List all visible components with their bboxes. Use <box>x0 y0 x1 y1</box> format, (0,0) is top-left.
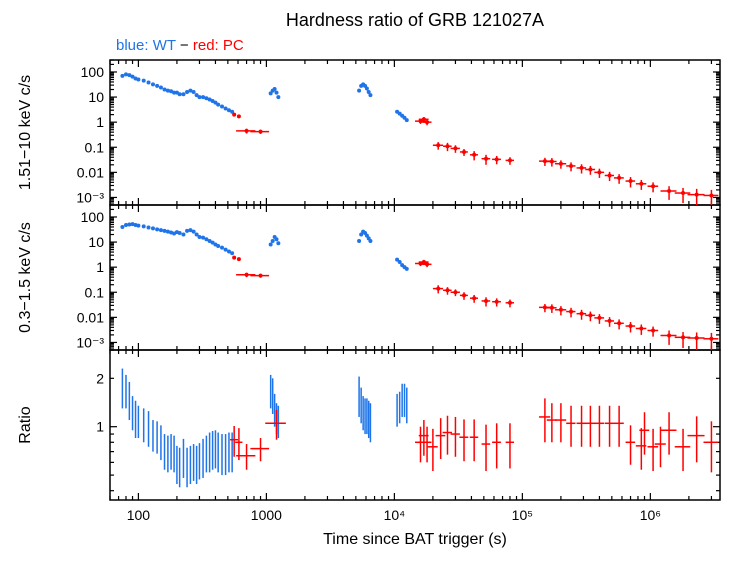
svg-text:10⁵: 10⁵ <box>512 507 533 523</box>
chart-svg: 100 1000 10⁴ 10⁵ 10⁶ Time since BAT trigger (… <box>0 0 742 566</box>
x-axis-label: Time since BAT trigger (s) <box>323 531 507 548</box>
svg-text:10⁶: 10⁶ <box>640 507 661 523</box>
svg-text:100: 100 <box>81 64 105 80</box>
svg-text:10⁴: 10⁴ <box>384 507 406 523</box>
svg-text:0.01: 0.01 <box>77 309 104 325</box>
svg-text:1000: 1000 <box>251 507 282 523</box>
svg-text:2: 2 <box>96 370 104 386</box>
chart-title: Hardness ratio of GRB 121027A <box>286 10 544 30</box>
ylabel-bot: Ratio <box>17 406 34 443</box>
svg-text:10: 10 <box>88 234 104 250</box>
svg-text:0.1: 0.1 <box>85 139 105 155</box>
svg-text:0.1: 0.1 <box>85 284 105 300</box>
svg-text:1: 1 <box>96 114 104 130</box>
svg-text:10⁻³: 10⁻³ <box>76 189 104 205</box>
svg-text:100: 100 <box>127 507 151 523</box>
svg-text:1: 1 <box>96 419 104 435</box>
svg-text:1: 1 <box>96 259 104 275</box>
svg-text:0.01: 0.01 <box>77 164 104 180</box>
ylabel-top: 1.51−10 keV c/s <box>17 75 34 190</box>
svg-text:10⁻³: 10⁻³ <box>76 334 104 350</box>
ylabel-mid: 0.3−1.5 keV c/s <box>17 222 34 333</box>
svg-text:10: 10 <box>88 89 104 105</box>
chart-canvas: { "title": "Hardness ratio of GRB 121027… <box>0 0 742 566</box>
chart-subtitle: blue: WT − red: PC <box>116 37 244 54</box>
svg-text:100: 100 <box>81 209 105 225</box>
